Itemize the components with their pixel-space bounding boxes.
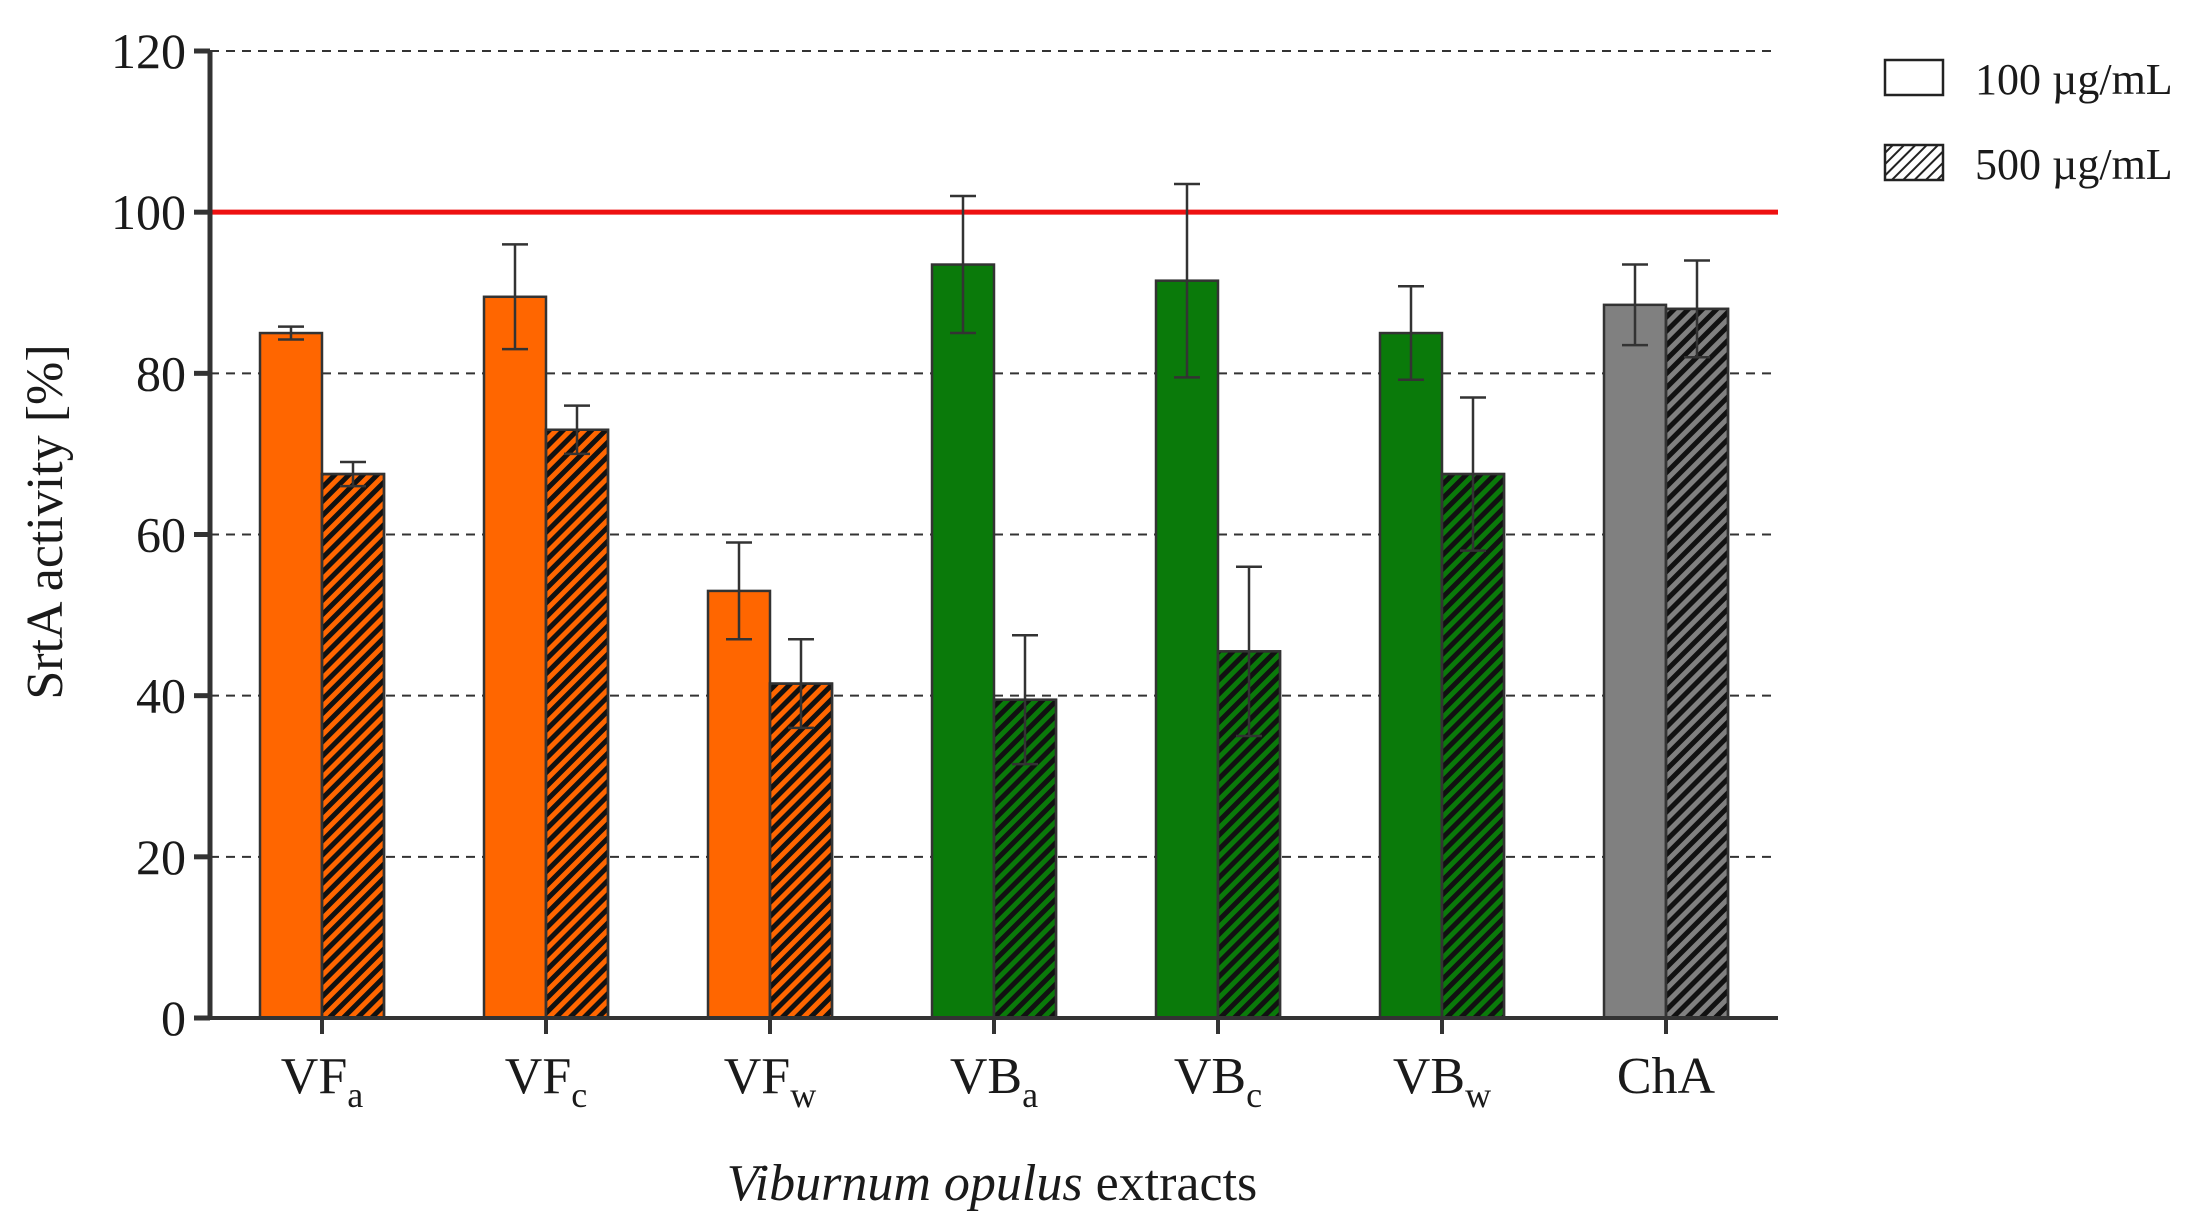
legend: 100 µg/mL 500 µg/mL xyxy=(1883,55,2173,189)
x-tick-label-sub: w xyxy=(790,1075,816,1115)
bar-100-0 xyxy=(258,331,324,1020)
bars xyxy=(258,263,1730,1020)
x-tick-label-main: VB xyxy=(950,1048,1022,1105)
x-tick-label-sub: a xyxy=(347,1075,363,1115)
x-tick-label-4: VBc xyxy=(1174,1048,1262,1115)
x-tick-label-1: VFc xyxy=(505,1048,587,1115)
y-axis-title: SrtA activity [%] xyxy=(17,344,74,699)
bar-hatch-5 xyxy=(1440,472,1506,1020)
x-tick-label-main: VF xyxy=(281,1048,347,1105)
bar-100-5 xyxy=(1378,331,1444,1020)
x-tick-label-main: VF xyxy=(724,1048,790,1105)
x-axis-title: Viburnum opulus extracts xyxy=(727,1155,1258,1212)
legend-swatch-100 xyxy=(1883,58,1945,97)
x-tick-label-main: ChA xyxy=(1617,1048,1716,1105)
legend-label-100: 100 µg/mL xyxy=(1975,55,2173,104)
x-tick-label-0: VFa xyxy=(281,1048,363,1115)
x-tick-label-main: VB xyxy=(1174,1048,1246,1105)
y-tick-label: 120 xyxy=(111,23,186,79)
bar-hatch-2 xyxy=(768,682,834,1020)
x-tick-label-sub: w xyxy=(1465,1075,1491,1115)
x-tick-label-5: VBw xyxy=(1393,1048,1491,1115)
y-tick-label: 40 xyxy=(136,668,186,724)
bar-100-4 xyxy=(1154,279,1220,1020)
x-tick-label-sub: c xyxy=(1246,1075,1262,1115)
x-axis-title-rest: extracts xyxy=(1083,1155,1258,1212)
y-tick-label: 100 xyxy=(111,184,186,240)
x-tick-label-sub: c xyxy=(571,1075,587,1115)
x-tick-label-6: ChA xyxy=(1617,1048,1716,1105)
bar-hatch-3 xyxy=(992,698,1058,1020)
bar-100-2 xyxy=(706,589,772,1020)
bar-hatch-1 xyxy=(544,428,610,1020)
y-tick-label: 20 xyxy=(136,829,186,885)
bar-100-6 xyxy=(1602,303,1668,1020)
bar-100-1 xyxy=(482,295,548,1020)
bar-hatch-6 xyxy=(1664,307,1730,1020)
y-tick-label: 0 xyxy=(161,990,186,1046)
x-tick-label-main: VB xyxy=(1393,1048,1465,1105)
x-tick-label-3: VBa xyxy=(950,1048,1038,1115)
y-tick-label: 80 xyxy=(136,345,186,401)
legend-swatch-500 xyxy=(1883,143,1945,182)
error-bars xyxy=(278,182,1710,766)
y-tick-label: 60 xyxy=(136,507,186,563)
bar-hatch-0 xyxy=(320,472,386,1020)
legend-label-500: 500 µg/mL xyxy=(1975,140,2173,189)
x-tick-label-2: VFw xyxy=(724,1048,816,1115)
x-axis-title-italic: Viburnum opulus xyxy=(727,1155,1083,1212)
x-tick-label-sub: a xyxy=(1022,1075,1038,1115)
x-tick-label-main: VF xyxy=(505,1048,571,1105)
bar-100-3 xyxy=(930,263,996,1020)
axes xyxy=(194,48,1778,1034)
